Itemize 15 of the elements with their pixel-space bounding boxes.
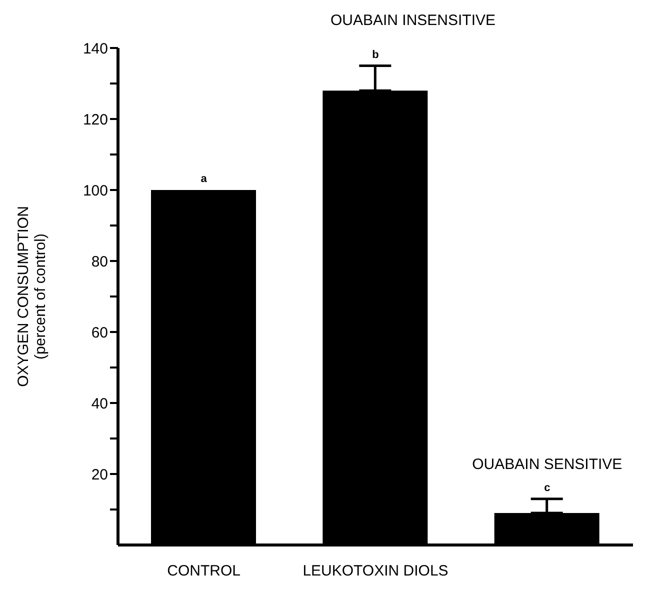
y-tick-label: 100 [82, 182, 108, 200]
y-tick-label: 140 [82, 40, 108, 58]
y-tick-label: 20 [91, 466, 108, 484]
annotation: c [544, 482, 550, 494]
x-tick-label: CONTROL [167, 562, 241, 580]
y-axis-title: OXYGEN CONSUMPTION (percent of control) [15, 206, 49, 387]
y-tick-label: 40 [91, 395, 108, 412]
annotation: b [372, 48, 380, 61]
y-tick-label: 60 [91, 324, 108, 342]
chart-title: OUABAIN INSENSITIVE [329, 12, 497, 29]
x-tick-label: LEUKOTOXIN DIOLS [302, 562, 448, 580]
y-tick-label: 80 [91, 253, 108, 270]
annotation: OUABAIN SENSITIVE [472, 456, 622, 473]
y-tick-label: 120 [82, 111, 108, 128]
annotation: a [200, 173, 208, 185]
